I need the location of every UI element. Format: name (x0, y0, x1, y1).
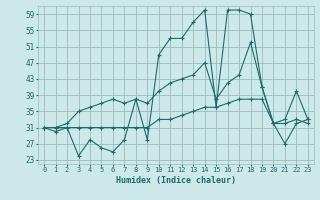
X-axis label: Humidex (Indice chaleur): Humidex (Indice chaleur) (116, 176, 236, 185)
